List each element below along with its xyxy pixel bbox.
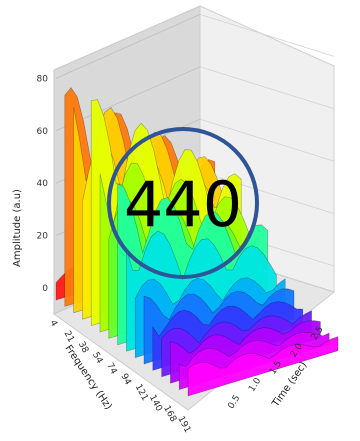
frequency-axis-label: Frequency (Hz)	[62, 343, 113, 412]
z-tick-label: 20	[37, 232, 49, 242]
frequency-tick-label: 191	[175, 415, 192, 435]
badge-number: 440	[124, 168, 242, 241]
z-tick-label: 40	[37, 179, 49, 189]
z-axis-label: Amplitude (a.u)	[12, 189, 23, 267]
z-gridline-right	[199, 66, 335, 110]
frequency-tick-label: 4	[47, 319, 59, 329]
time-tick-label: 0.5	[226, 394, 242, 411]
frequency-tick-label: 74	[104, 361, 118, 376]
z-tick-label: 60	[37, 127, 49, 137]
z-gridline-right	[199, 14, 335, 57]
frequency-tick-label: 21	[62, 329, 76, 344]
frequency-tick-label: 121	[133, 383, 150, 403]
time-tick-label: 1.0	[247, 376, 263, 394]
data-series-group	[55, 87, 339, 397]
frequency-tick-label: 168	[161, 404, 178, 424]
frequency-tick-label: 38	[76, 340, 90, 355]
z-tick-label: 0	[42, 284, 48, 294]
series-slice-16	[187, 336, 339, 397]
frequency-tick-label: 94	[118, 372, 132, 387]
frequency-tick-label: 140	[147, 393, 164, 413]
z-gridline-right	[199, 171, 335, 214]
badge-ring	[107, 127, 259, 279]
frequency-tick-label: 54	[90, 351, 104, 366]
z-gridline	[55, 14, 201, 79]
overlay-badge: 440	[107, 127, 259, 279]
z-gridline-right	[199, 118, 335, 162]
z-tick-label: 80	[37, 74, 49, 84]
